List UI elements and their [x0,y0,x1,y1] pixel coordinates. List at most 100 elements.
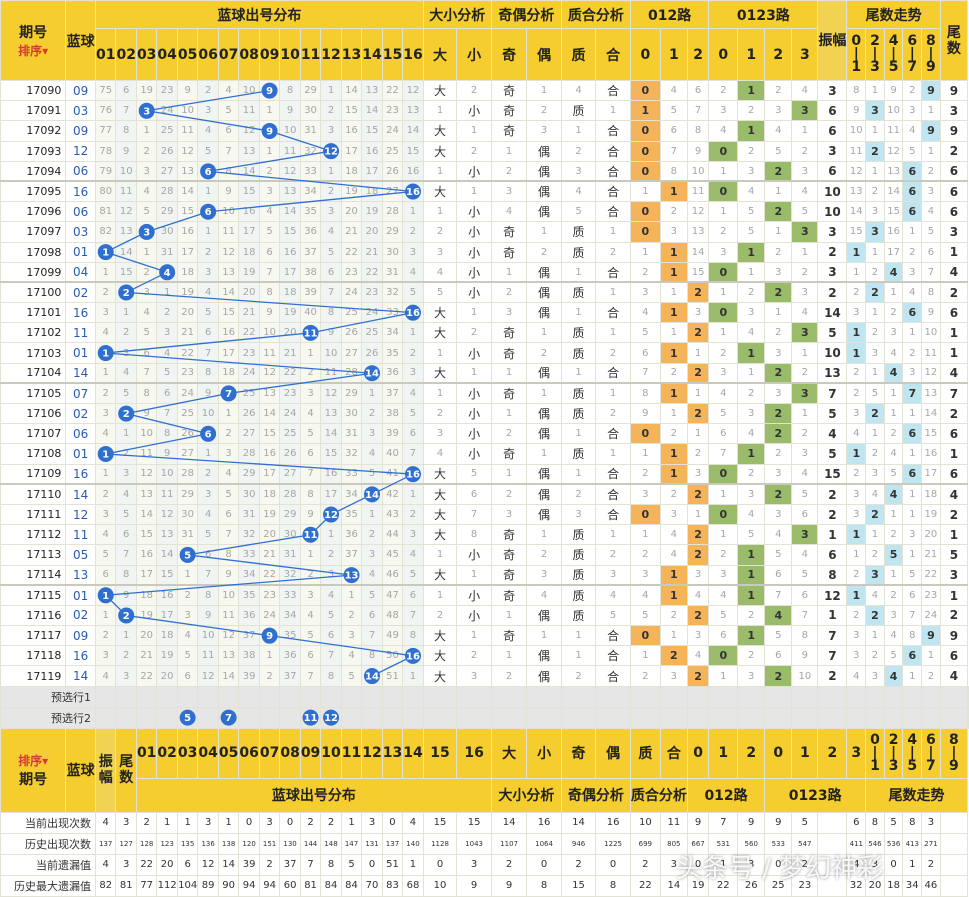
preselect-slot[interactable] [402,706,424,729]
issue-header[interactable]: 期号 排序▾ [0,0,67,81]
route012-cell: 1 [659,463,688,485]
preselect-slot[interactable] [381,706,404,729]
parity-cell: 3 [526,564,562,586]
preselect-slot[interactable] [115,706,137,729]
preselect-slot[interactable] [238,685,260,708]
tail-trend-cell: 3 [902,100,923,122]
stat-value: 127 [115,832,137,855]
preselect-slot[interactable] [135,706,158,729]
route0123-cell: 4 [708,120,739,142]
miss-cell: 21 [238,302,260,324]
preselect-slot[interactable] [176,685,199,708]
preselect-slot[interactable] [258,706,281,729]
miss-cell: 11 [320,362,342,384]
preselect-slot[interactable] [279,685,301,708]
draw-row: 17106 02 3 9 7 25 10 1 26 14 24 4 13 30 2 38 5 2 小 1 偶质 2 9 1 2 5… [0,402,969,425]
miss-cell: 41 [381,463,404,485]
preselect-slot[interactable] [156,685,178,708]
route0123-cell: 10 [791,665,819,687]
miss-cell: 23 [176,362,199,384]
parity-cols-header: 偶 [595,727,631,779]
route0123-cell: 3 [737,665,766,687]
route012-cell: 0 [629,423,661,445]
size-cell: 大 [422,463,458,485]
preselect-slot[interactable] [197,685,219,708]
miss-cell: 4 [115,362,137,384]
tail-trend-cell: 1 [846,544,867,566]
tail-trend-cell: 4 [846,423,867,445]
amplitude-cell: 5 [817,402,848,425]
size-cell: 大 [422,302,458,324]
prime-cell: 2 [595,241,631,263]
prime-cell: 2 [595,544,631,566]
preselect-slot[interactable] [197,706,219,729]
stat-prime: 2 [560,853,597,876]
parity-cell: 1 [526,443,562,465]
preselect-slot[interactable] [299,706,322,729]
preselect-slot[interactable] [299,685,322,708]
tail-col-header: 2 | 3 [883,727,904,779]
size-cell: 1 [456,180,492,203]
route0123-cell: 4 [791,302,819,324]
miss-cell: 5 [135,201,158,223]
preselect-slot[interactable] [361,685,383,708]
preselect-slot[interactable] [258,685,281,708]
blue-value-cell: 14 [65,483,96,505]
tail-trend-cell: 14 [921,402,941,425]
preselect-slot[interactable] [320,685,342,708]
tail-trend-cell: 1 [921,100,941,122]
preselect-filler [817,706,848,729]
preselect-slot[interactable] [217,706,240,729]
parity-cell: 奇 [490,584,528,606]
preselect-slot[interactable] [320,706,342,729]
sort-toggle[interactable]: 排序▾ [18,753,49,768]
prime-cell: 合 [595,302,631,324]
stat-value: 81 [299,874,322,897]
stat-value: 130 [279,832,301,855]
draw-row: 17091 03 76 7 24 10 3 5 11 1 9 30 2 15 14 23 13 1 小奇 2 质 1 1 5 7… [0,100,969,122]
miss-cell: 3 [299,382,322,405]
preselect-slot[interactable] [279,706,301,729]
miss-cell: 1 [320,524,342,546]
miss-cell: 7 [361,625,383,647]
preselect-slot[interactable] [381,685,404,708]
miss-cell: 11 [217,221,240,243]
preselect-slot[interactable] [217,685,240,708]
route012-cell: 4 [629,584,661,606]
preselect-slot[interactable] [115,685,137,708]
route0123-cell: 4 [791,79,819,102]
preselect-slot[interactable] [156,706,178,729]
preselect-slot[interactable] [94,706,117,729]
sort-toggle[interactable]: 排序▾ [18,44,49,58]
miss-cell: 4 [299,402,322,425]
issue-header[interactable]: 排序▾ 期号 [0,727,67,813]
miss-cell: 1 [156,281,178,304]
miss-cell: 12 [217,241,240,263]
preselect-slot[interactable] [402,685,424,708]
tail-value-cell: 1 [939,241,969,263]
route012-cell: 1 [659,443,688,465]
preselect-slot[interactable] [135,685,158,708]
preselect-row[interactable]: 预选行1 [0,685,969,708]
preselect-slot[interactable] [94,685,117,708]
tail-trend-cell: 2 [902,79,923,102]
size-cell: 2 [422,402,458,425]
preselect-slot[interactable] [340,685,363,708]
miss-cell: 3 [135,160,158,182]
preselect-slot[interactable] [340,706,363,729]
preselect-row[interactable]: 预选行2 [0,706,969,729]
tail-trend-cell: 1 [846,241,867,263]
route012-cell: 2 [629,665,661,687]
size-cols-header: 小 [456,28,492,81]
miss-cell: 5 [217,100,240,122]
preselect-slot[interactable] [238,706,260,729]
miss-cell: 12 [176,140,199,162]
tail-trend-cell: 5 [902,564,923,586]
miss-cell: 19 [135,79,158,102]
preselect-slot[interactable] [176,706,199,729]
miss-cell: 9 [217,564,240,586]
miss-cell: 10 [176,100,199,122]
miss-cell: 1 [299,544,322,566]
miss-cell: 6 [299,443,322,465]
preselect-slot[interactable] [361,706,383,729]
